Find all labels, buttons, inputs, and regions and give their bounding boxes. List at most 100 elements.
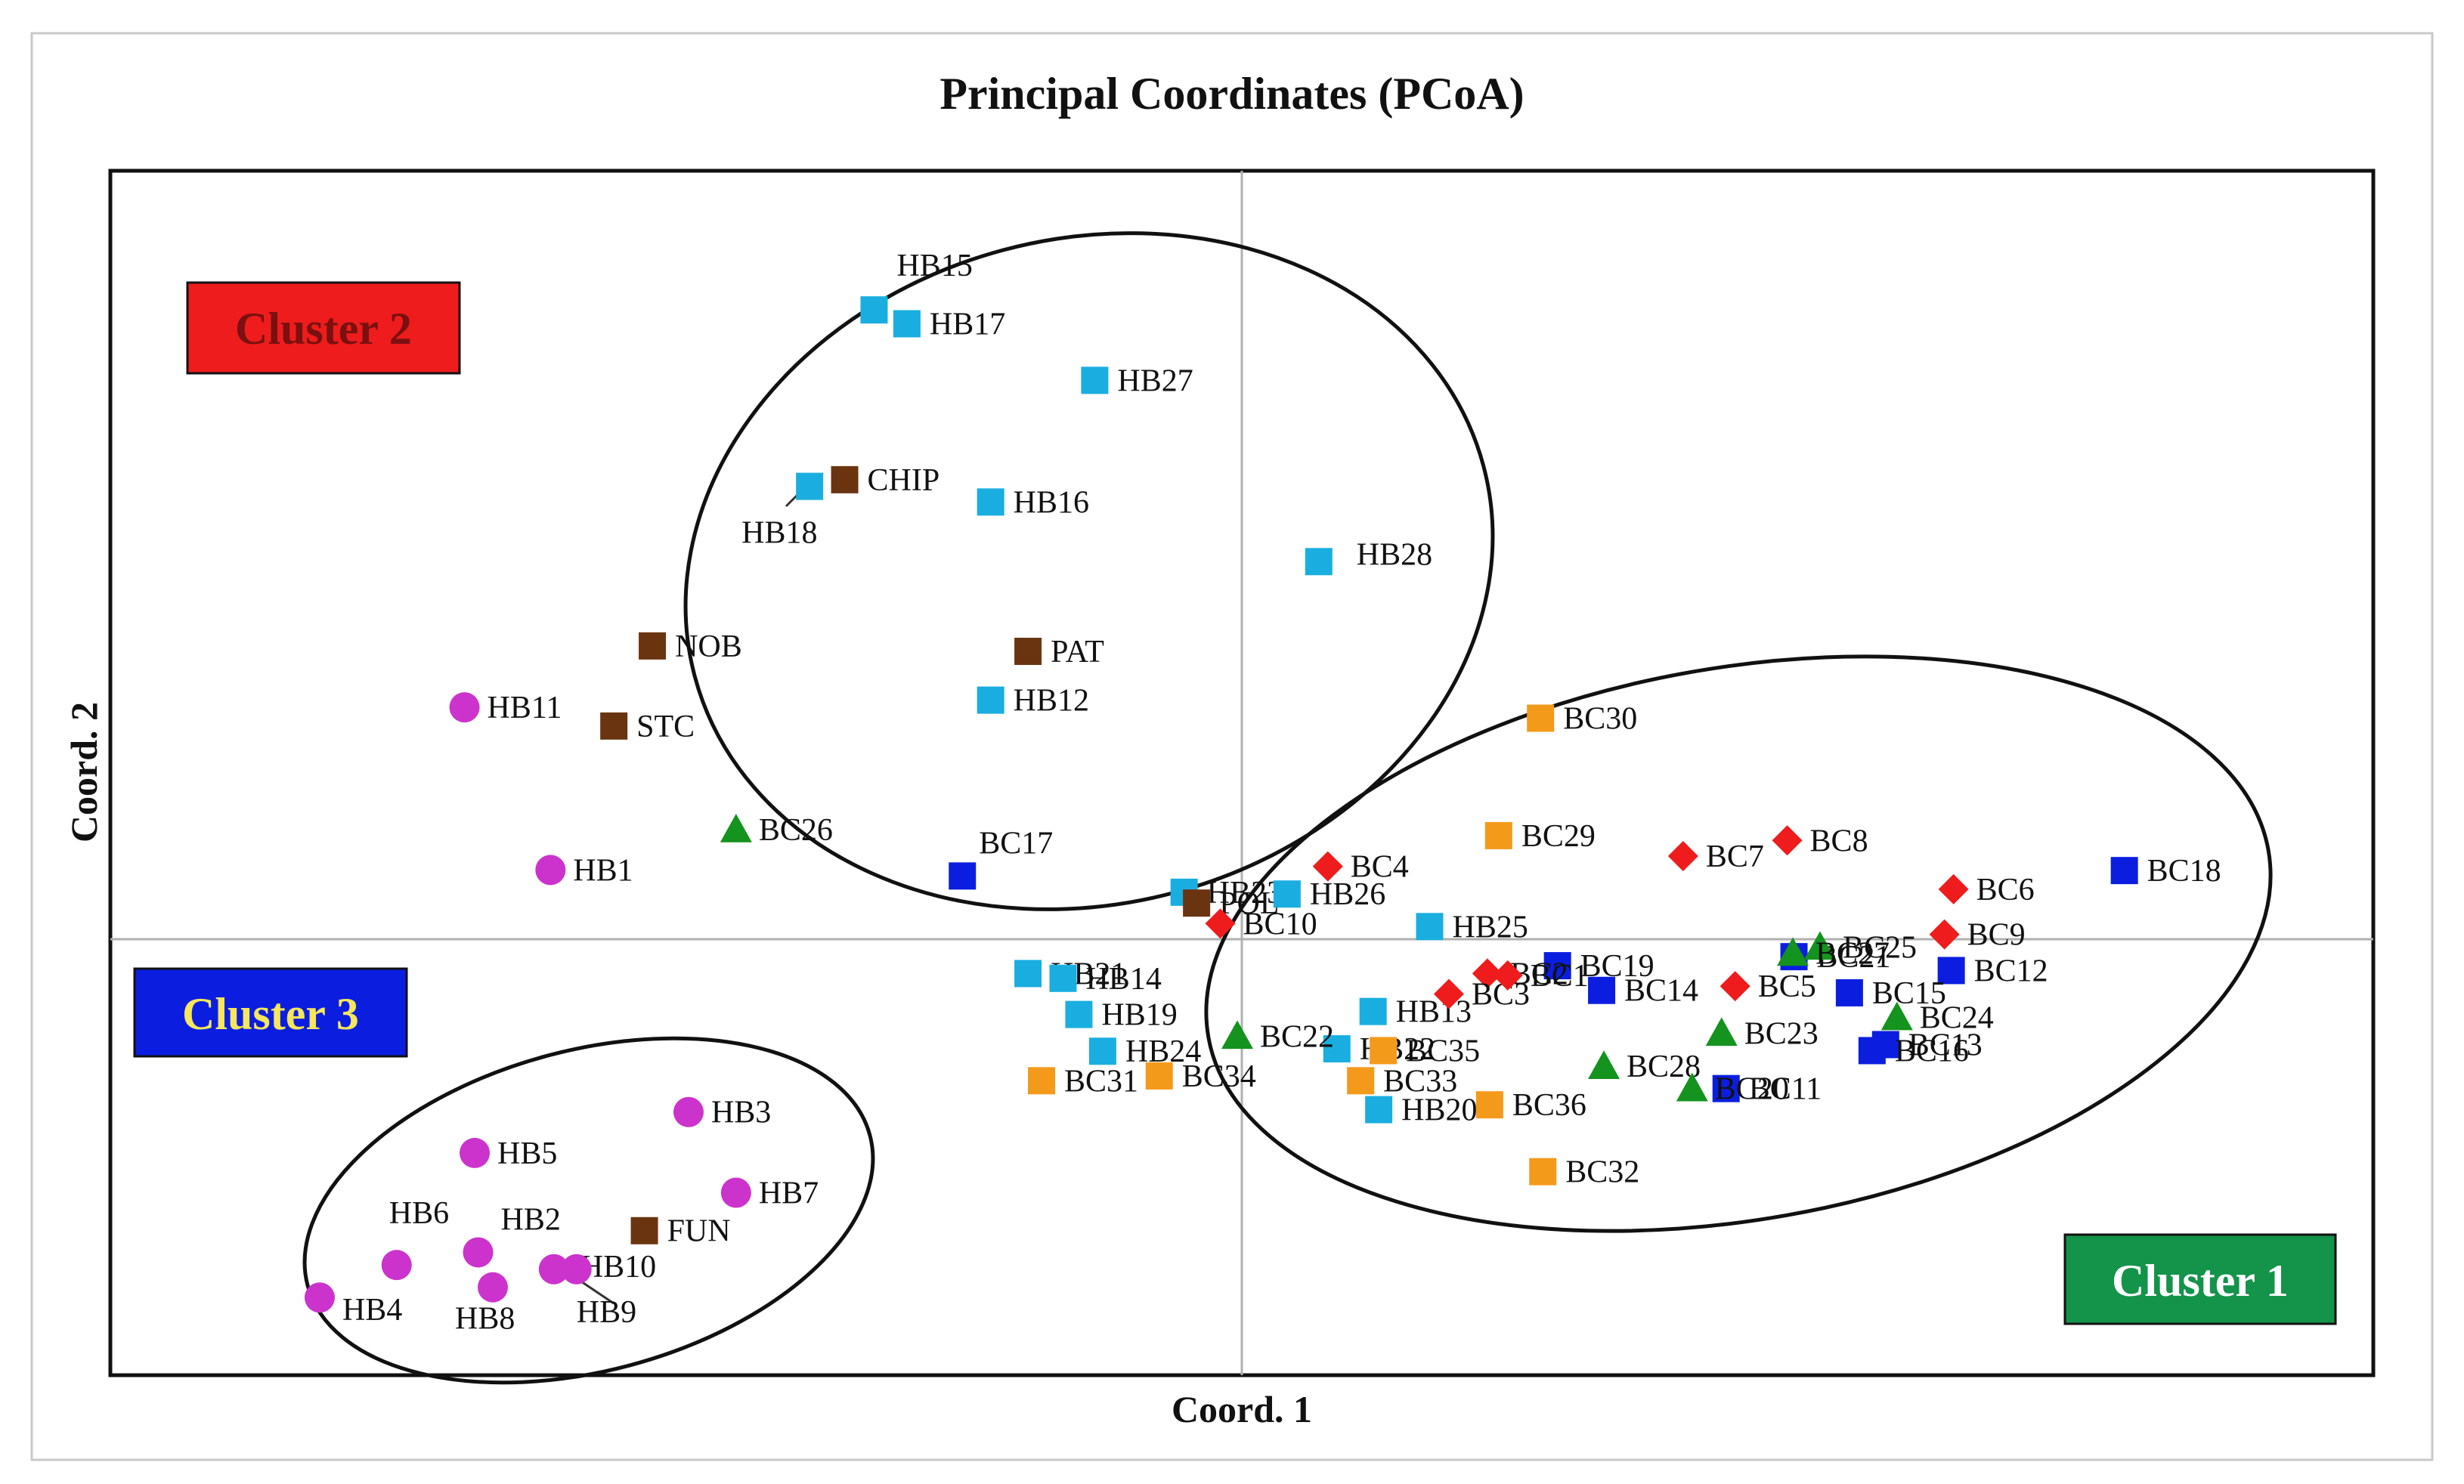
data-point-square-hb20 <box>1365 1096 1393 1124</box>
point-label-bc9: BC9 <box>1967 918 2026 953</box>
cluster-3-ellipse <box>302 1036 875 1385</box>
data-point-diamond-bc9 <box>1929 919 1960 950</box>
point-label-hb11: HB11 <box>488 691 562 725</box>
data-point-circle-hb7 <box>720 1177 751 1208</box>
point-label-pat: PAT <box>1051 635 1104 669</box>
point-label-hb25: HB25 <box>1453 910 1528 945</box>
point-label-fun: FUN <box>667 1214 731 1249</box>
point-label-hb16: HB16 <box>1014 485 1089 520</box>
data-point-diamond-bc5 <box>1720 971 1750 1002</box>
data-point-triangle-bc26 <box>720 813 752 842</box>
point-label-bc32: BC32 <box>1565 1155 1639 1190</box>
point-label-hb23: HB23 <box>1207 876 1283 910</box>
data-point-circle-hb1 <box>535 855 566 886</box>
point-label-hb26: HB26 <box>1310 877 1385 912</box>
data-point-square-bc34 <box>1145 1062 1173 1090</box>
cluster-3-text: Cluster 3 <box>182 989 359 1039</box>
point-label-bc6: BC6 <box>1976 873 2035 907</box>
point-label-bc27: BC27 <box>1815 936 1890 971</box>
point-label-hb27: HB27 <box>1117 363 1193 398</box>
data-point-triangle-bc27 <box>1777 937 1809 966</box>
data-point-square-bc14 <box>1588 976 1616 1004</box>
data-point-square-bc32 <box>1529 1158 1557 1186</box>
data-point-square-hb21 <box>1014 960 1042 988</box>
point-label-bc20: BC20 <box>1715 1072 1789 1107</box>
data-point-square-nob <box>639 632 667 660</box>
data-point-circle-hb5 <box>460 1137 491 1168</box>
point-label-hb8: HB8 <box>455 1302 515 1337</box>
point-label-bc23: BC23 <box>1744 1016 1819 1051</box>
point-label-bc4: BC4 <box>1351 850 1409 885</box>
data-point-circle-hb11 <box>449 692 480 723</box>
point-label-hb19: HB19 <box>1101 998 1177 1033</box>
point-label-bc8: BC8 <box>1810 824 1868 858</box>
cluster-1-ellipse <box>1204 654 2273 1233</box>
data-point-diamond-bc6 <box>1938 873 1969 904</box>
point-label-hb13: HB13 <box>1396 995 1472 1030</box>
data-point-square-hb25 <box>1416 913 1444 941</box>
point-label-hb10: HB10 <box>580 1250 656 1285</box>
point-label-stc: STC <box>636 710 695 744</box>
data-point-square-hb27 <box>1081 366 1109 394</box>
point-label-bc34: BC34 <box>1182 1059 1256 1094</box>
point-label-bc12: BC12 <box>1974 954 2048 988</box>
data-point-diamond-bc7 <box>1667 841 1698 872</box>
point-label-hb14: HB14 <box>1085 962 1161 997</box>
point-label-bc15: BC15 <box>1872 976 1946 1011</box>
data-point-square-pol <box>1183 889 1211 917</box>
point-label-bc17: BC17 <box>979 826 1053 861</box>
data-point-square-bc31 <box>1028 1067 1056 1095</box>
point-label-hb7: HB7 <box>759 1176 819 1211</box>
point-label-bc35: BC35 <box>1406 1034 1480 1068</box>
cluster-1-box <box>2063 1233 2337 1325</box>
data-point-circle-hb3 <box>673 1096 704 1127</box>
data-point-triangle-bc23 <box>1705 1017 1738 1047</box>
point-label-bc25: BC25 <box>1843 930 1917 965</box>
point-label-bc7: BC7 <box>1706 839 1764 874</box>
data-point-square-bc18 <box>2110 857 2138 885</box>
point-label-hb20: HB20 <box>1401 1093 1477 1128</box>
point-label-bc16: BC16 <box>1895 1034 1969 1068</box>
cluster-2-box <box>186 281 461 375</box>
point-label-hb28: HB28 <box>1357 537 1432 572</box>
point-label-bc31: BC31 <box>1064 1064 1138 1099</box>
cluster-3-label: Cluster 3 <box>133 967 408 1058</box>
point-label-hb6: HB6 <box>389 1196 449 1231</box>
point-label-bc26: BC26 <box>759 813 833 848</box>
point-label-bc36: BC36 <box>1512 1088 1586 1123</box>
data-point-square-hb19 <box>1065 1000 1093 1028</box>
data-point-square-chip <box>831 465 859 493</box>
data-point-circle-hb6 <box>381 1250 412 1281</box>
data-point-square-pat <box>1014 638 1042 666</box>
data-point-square-hb15 <box>860 296 888 324</box>
data-point-square-hb16 <box>977 488 1004 516</box>
figure-frame <box>30 32 2434 1461</box>
point-label-hb9: HB9 <box>577 1295 636 1330</box>
data-point-diamond-bc10 <box>1205 908 1236 939</box>
data-point-diamond-bc2 <box>1472 958 1503 989</box>
data-point-diamond-bc4 <box>1312 851 1343 882</box>
data-point-triangle-bc20 <box>1676 1072 1708 1102</box>
data-point-square-hb22 <box>1323 1035 1351 1063</box>
point-label-bc11: BC11 <box>1749 1072 1822 1107</box>
point-label-bc1: BC1 <box>1531 959 1589 994</box>
data-point-circle-hb2 <box>463 1237 494 1268</box>
point-label-bc5: BC5 <box>1758 969 1816 1004</box>
data-point-square-bc11 <box>1712 1074 1740 1102</box>
data-point-square-bc19 <box>1543 952 1571 980</box>
point-label-hb17: HB17 <box>930 307 1005 342</box>
data-point-square-bc36 <box>1475 1091 1503 1119</box>
data-point-triangle-bc24 <box>1881 1001 1913 1031</box>
point-label-bc10: BC10 <box>1243 907 1317 941</box>
data-point-square-hb26 <box>1273 880 1301 908</box>
x-axis-label: Coord. 1 <box>1172 1388 1312 1430</box>
data-point-square-bc15 <box>1835 979 1863 1006</box>
data-point-diamond-bc3 <box>1433 979 1464 1009</box>
point-label-bc28: BC28 <box>1627 1050 1701 1084</box>
data-point-square-bc12 <box>1937 957 1965 985</box>
point-label-hb2: HB2 <box>501 1202 561 1237</box>
point-label-bc24: BC24 <box>1920 1001 1994 1036</box>
data-point-circle-hb10 <box>538 1254 569 1285</box>
point-label-bc14: BC14 <box>1624 974 1698 1009</box>
cluster-2-text: Cluster 2 <box>235 304 412 354</box>
